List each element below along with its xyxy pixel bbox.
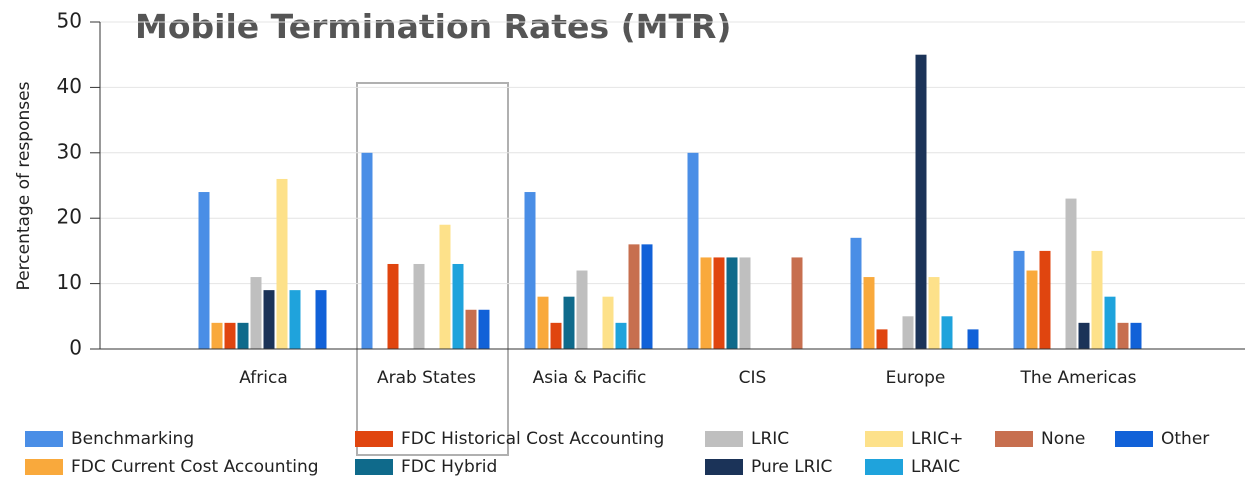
bar (1078, 322, 1090, 349)
bar (628, 244, 640, 349)
legend-label: FDC Hybrid (401, 457, 497, 477)
legend-swatch (1115, 431, 1153, 447)
legend-swatch (865, 431, 903, 447)
bar (941, 316, 953, 349)
bar (902, 316, 914, 349)
x-tick-label: Europe (886, 368, 946, 388)
bar (615, 322, 627, 349)
legend-label: Pure LRIC (751, 457, 832, 477)
x-tick-label: CIS (739, 368, 767, 388)
bar (537, 296, 549, 349)
legend-label: FDC Historical Cost Accounting (401, 429, 664, 449)
bar (387, 263, 399, 349)
legend-label: LRIC+ (911, 429, 963, 449)
bar (1039, 250, 1051, 349)
bar (465, 309, 477, 349)
bar (641, 244, 653, 349)
x-tick-label: Arab States (377, 368, 476, 388)
bar (289, 290, 301, 349)
bar (863, 277, 875, 349)
legend-label: None (1041, 429, 1085, 449)
bar (563, 296, 575, 349)
bar (602, 296, 614, 349)
bar (263, 290, 275, 349)
bar (928, 277, 940, 349)
bar (876, 329, 888, 349)
bar (713, 257, 725, 349)
bar (361, 152, 373, 349)
x-tick-label: Africa (239, 368, 288, 388)
legend-label: LRAIC (911, 457, 960, 477)
bar (1065, 198, 1077, 349)
bar (967, 329, 979, 349)
legend-swatch (355, 459, 393, 475)
bar (198, 192, 210, 349)
y-tick-label: 10 (57, 270, 82, 294)
legend-label: FDC Current Cost Accounting (71, 457, 319, 477)
bar (739, 257, 751, 349)
y-tick-label: 30 (57, 139, 82, 163)
bar (700, 257, 712, 349)
chart-title: Mobile Termination Rates (MTR) (135, 7, 732, 46)
y-tick-label: 40 (57, 74, 82, 98)
bar (1130, 322, 1142, 349)
bar (850, 237, 862, 349)
bar (791, 257, 803, 349)
legend-swatch (865, 459, 903, 475)
bar (452, 263, 464, 349)
legend-swatch (355, 431, 393, 447)
x-tick-label: Asia & Pacific (533, 368, 647, 388)
bar (524, 192, 536, 349)
bar (687, 152, 699, 349)
legend-label: Other (1161, 429, 1209, 449)
bar (413, 263, 425, 349)
legend-label: Benchmarking (71, 429, 194, 449)
legend-swatch (995, 431, 1033, 447)
bar (224, 322, 236, 349)
legend-swatch (705, 431, 743, 447)
bar (1013, 250, 1025, 349)
bar (915, 54, 927, 349)
bar (237, 322, 249, 349)
bar (1117, 322, 1129, 349)
y-axis-label: Percentage of responses (14, 81, 34, 290)
bar (576, 270, 588, 349)
bar (550, 322, 562, 349)
y-tick-label: 0 (69, 336, 82, 360)
y-tick-label: 50 (57, 9, 82, 33)
bar (315, 290, 327, 349)
legend-label: LRIC (751, 429, 789, 449)
bar (1091, 250, 1103, 349)
y-tick-label: 20 (57, 205, 82, 229)
bar (478, 309, 490, 349)
legend-swatch (25, 431, 63, 447)
bar (1104, 296, 1116, 349)
x-tick-label: The Americas (1019, 368, 1136, 388)
legend-swatch (705, 459, 743, 475)
hover-highlight (356, 82, 509, 456)
legend-swatch (25, 459, 63, 475)
bar (439, 224, 451, 349)
bar (211, 322, 223, 349)
bar (726, 257, 738, 349)
bar (250, 277, 262, 349)
bar (1026, 270, 1038, 349)
bar (276, 178, 288, 349)
